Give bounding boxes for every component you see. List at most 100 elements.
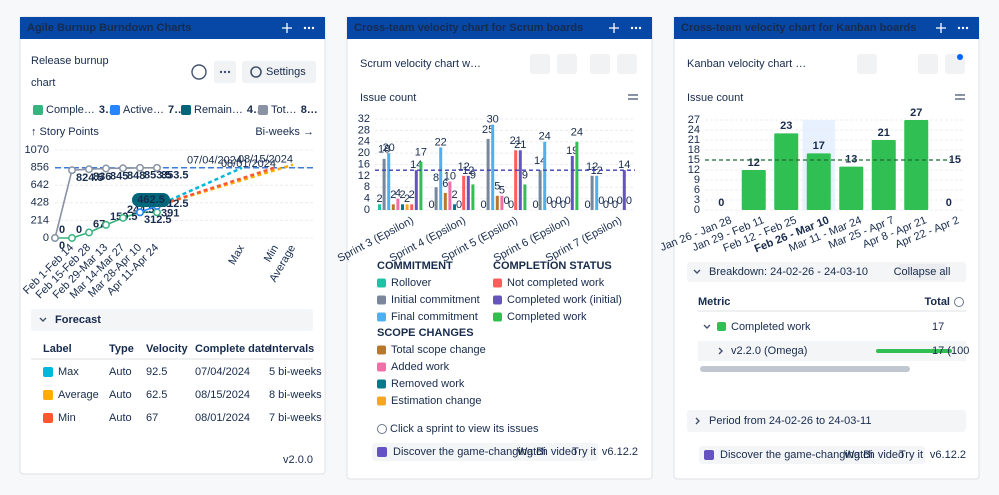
legend-group-title: COMPLETION STATUS (493, 260, 612, 272)
bar[interactable] (434, 187, 438, 210)
bar[interactable] (448, 181, 452, 210)
legend-label[interactable]: Removed work (391, 378, 465, 390)
bar[interactable] (382, 158, 386, 210)
data-label: 20 (383, 142, 395, 154)
legend-label[interactable]: Not completed work (507, 277, 605, 289)
legend-swatch[interactable] (377, 295, 386, 305)
banner-link[interactable]: Try it (899, 449, 923, 461)
data-label: 2 (390, 189, 396, 201)
legend-label[interactable]: Estimation change (391, 395, 482, 407)
bar[interactable] (871, 140, 896, 210)
legend-swatch[interactable] (377, 345, 386, 355)
bar[interactable] (904, 120, 929, 210)
chevron (695, 417, 700, 425)
bar[interactable] (443, 192, 447, 210)
bar[interactable] (495, 195, 499, 210)
icon-button[interactable] (590, 54, 610, 74)
icon-button[interactable] (857, 54, 877, 74)
data-label: 391 (161, 208, 179, 220)
banner-link[interactable]: Try it (572, 446, 596, 458)
icon-button[interactable] (530, 54, 550, 74)
bar[interactable] (839, 166, 864, 210)
legend-swatch[interactable] (377, 362, 386, 372)
bar[interactable] (543, 141, 547, 210)
bar[interactable] (575, 141, 579, 210)
bar[interactable] (419, 161, 423, 210)
icon-button[interactable] (617, 54, 637, 74)
bar[interactable] (741, 170, 766, 210)
collapse-button[interactable]: Collapse all (894, 266, 951, 278)
cell[interactable]: v2.2.0 (Omega) (731, 345, 807, 357)
bar[interactable] (774, 133, 799, 210)
y-tick-label: 21 (688, 134, 700, 146)
bar[interactable] (396, 198, 400, 210)
legend-label[interactable]: Final commitment (391, 311, 478, 323)
point (51, 234, 59, 242)
icon-button[interactable] (242, 61, 316, 83)
bar[interactable] (806, 153, 831, 210)
forecast-date: 08/15/2024 (238, 154, 293, 166)
point (119, 164, 127, 173)
legend-label[interactable]: Total scope change (391, 344, 486, 356)
bar[interactable] (523, 184, 527, 210)
legend-swatch[interactable] (493, 312, 502, 322)
y-axis-label: Issue count (687, 92, 743, 104)
bar[interactable] (391, 204, 395, 210)
bar[interactable] (570, 155, 574, 210)
bar[interactable] (622, 170, 626, 210)
bar[interactable] (466, 175, 470, 210)
banner (699, 446, 925, 464)
row-swatch (43, 367, 53, 377)
legend-swatch[interactable] (377, 379, 386, 389)
banner-link[interactable]: Watch video (844, 449, 904, 461)
bar[interactable] (514, 150, 518, 210)
bar[interactable] (518, 150, 522, 210)
chart-title[interactable]: Kanban velocity chart … (687, 58, 806, 70)
legend-label[interactable]: Added work (391, 361, 450, 373)
bar[interactable] (471, 184, 475, 210)
chart-title[interactable]: Scrum velocity chart w… (360, 58, 481, 70)
bar[interactable] (410, 204, 414, 210)
icon-button[interactable] (918, 54, 938, 74)
bar[interactable] (405, 204, 409, 210)
bar[interactable] (378, 204, 381, 210)
more-dot (303, 26, 307, 30)
cell: Max (58, 366, 79, 378)
point (85, 228, 93, 237)
legend-swatch[interactable] (493, 278, 502, 288)
data-label: 5 (494, 181, 500, 193)
bar[interactable] (462, 175, 466, 210)
cell: 17 (100 (932, 345, 969, 357)
legend-label[interactable]: Rollover (391, 277, 432, 289)
row-bg (698, 341, 966, 361)
bar[interactable] (590, 175, 594, 210)
icon-button[interactable] (557, 54, 577, 74)
legend-swatch[interactable] (493, 295, 502, 305)
bar[interactable] (387, 153, 391, 210)
row-swatch (43, 390, 53, 400)
settings-button[interactable]: Settings (266, 66, 306, 78)
banner-link[interactable]: Watch video (517, 446, 577, 458)
y-tick-label: 6 (694, 184, 700, 196)
legend-swatch[interactable] (377, 396, 386, 406)
button[interactable] (898, 264, 946, 280)
bar[interactable] (414, 170, 418, 210)
bar[interactable] (595, 175, 599, 210)
bar[interactable] (453, 204, 456, 210)
bar[interactable] (401, 204, 404, 210)
bar[interactable] (486, 138, 490, 210)
legend-swatch[interactable] (377, 312, 386, 322)
legend-swatch[interactable] (377, 278, 386, 288)
section-bar[interactable] (687, 410, 966, 432)
legend-label[interactable]: Completed work (507, 311, 587, 323)
help-icon[interactable] (191, 64, 207, 80)
data-label: 0 (59, 224, 65, 236)
section-bar[interactable] (31, 309, 313, 331)
bar[interactable] (491, 124, 495, 210)
bar[interactable] (500, 195, 504, 210)
section-bar[interactable] (687, 262, 966, 282)
legend-label[interactable]: Completed work (initial) (507, 294, 622, 306)
legend-label[interactable]: Initial commitment (391, 294, 480, 306)
bar[interactable] (439, 147, 443, 210)
bar[interactable] (538, 170, 542, 210)
